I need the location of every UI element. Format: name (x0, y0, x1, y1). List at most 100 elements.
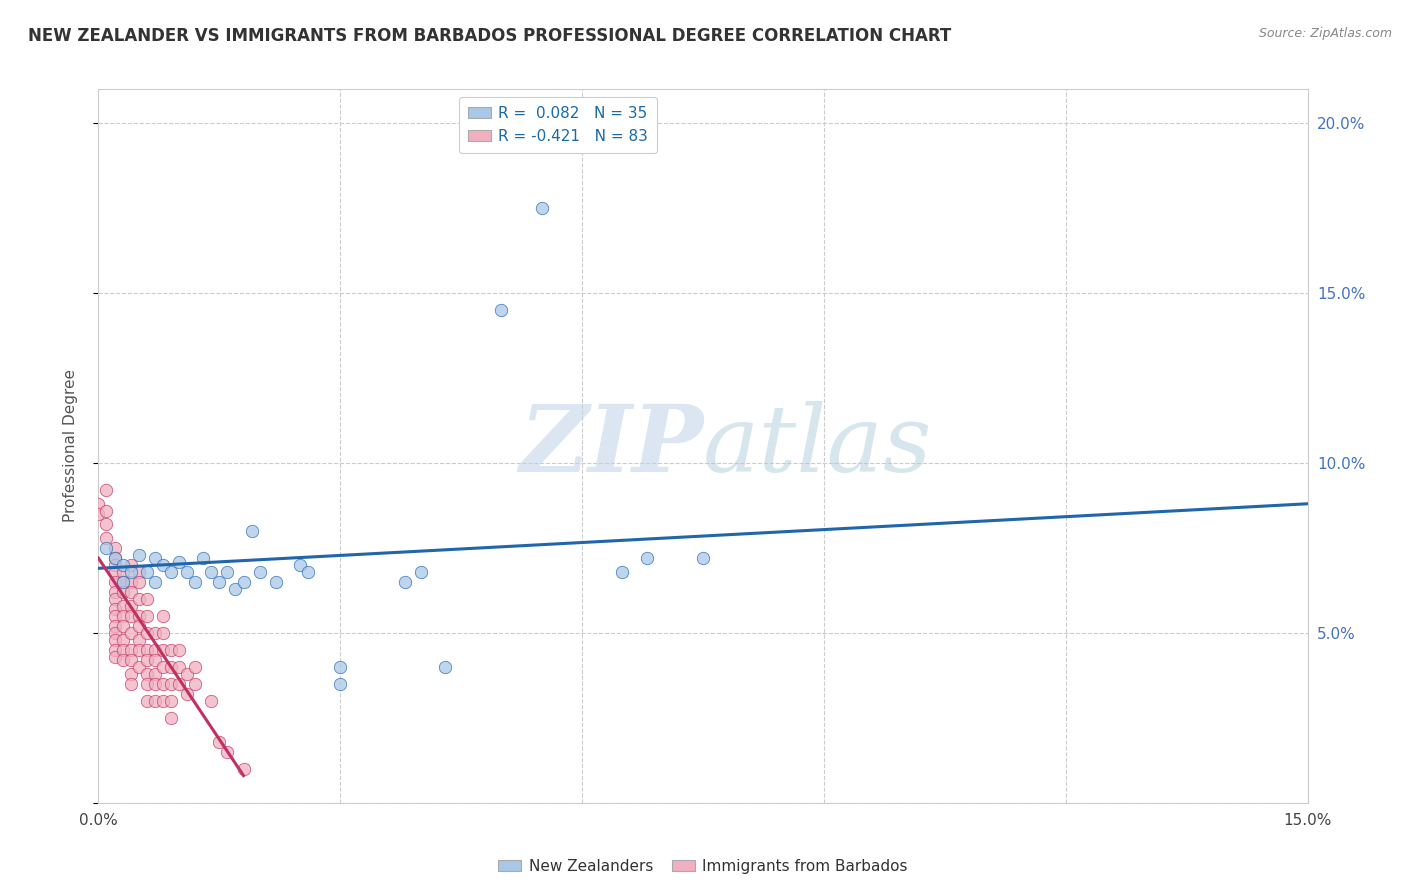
Point (612, 565, 634, 579)
Point (232, 574, 254, 589)
Point (184, 660, 207, 674)
Point (128, 565, 150, 579)
Point (103, 565, 125, 579)
Point (160, 565, 183, 579)
Point (152, 626, 174, 640)
Point (193, 551, 215, 566)
Point (176, 666, 198, 681)
Point (120, 666, 142, 681)
Point (329, 677, 352, 691)
Text: Source: ZipAtlas.com: Source: ZipAtlas.com (1258, 27, 1392, 40)
Point (160, 711, 183, 725)
Point (111, 643, 134, 657)
Point (96, 503, 118, 517)
Point (297, 565, 319, 579)
Point (103, 602, 125, 616)
Point (103, 608, 125, 623)
Point (160, 694, 183, 708)
Point (167, 660, 190, 674)
Point (111, 565, 134, 579)
Point (232, 762, 254, 776)
Point (96, 541, 118, 555)
Point (249, 565, 271, 579)
Point (217, 745, 239, 759)
Point (152, 694, 174, 708)
Point (120, 643, 142, 657)
Point (143, 694, 166, 708)
Point (167, 643, 190, 657)
Point (103, 551, 125, 566)
Point (128, 643, 150, 657)
Point (135, 653, 157, 667)
Point (152, 660, 174, 674)
Point (184, 677, 207, 691)
Point (143, 677, 166, 691)
Point (176, 565, 198, 579)
Point (128, 660, 150, 674)
Point (394, 574, 416, 589)
Point (200, 694, 222, 708)
Point (96, 531, 118, 545)
Point (103, 619, 125, 633)
Point (103, 585, 125, 599)
Point (143, 626, 166, 640)
Point (240, 524, 263, 538)
Point (103, 558, 125, 572)
Point (160, 643, 183, 657)
Legend: New Zealanders, Immigrants from Barbados: New Zealanders, Immigrants from Barbados (492, 853, 914, 880)
Point (135, 677, 157, 691)
Point (120, 677, 142, 691)
Point (128, 574, 150, 589)
Point (128, 619, 150, 633)
Point (111, 619, 134, 633)
Point (692, 551, 714, 566)
Point (143, 666, 166, 681)
Point (111, 574, 134, 589)
Point (96, 517, 118, 532)
Point (160, 677, 183, 691)
Point (111, 653, 134, 667)
Point (329, 660, 352, 674)
Point (128, 591, 150, 606)
Point (491, 303, 513, 318)
Point (217, 565, 239, 579)
Point (135, 608, 157, 623)
Point (135, 666, 157, 681)
Point (103, 649, 125, 664)
Point (167, 555, 190, 569)
Text: ZIP: ZIP (519, 401, 703, 491)
Point (135, 565, 157, 579)
Point (120, 653, 142, 667)
Point (103, 551, 125, 566)
Point (176, 687, 198, 701)
Point (103, 626, 125, 640)
Point (111, 558, 134, 572)
Text: NEW ZEALANDER VS IMMIGRANTS FROM BARBADOS PROFESSIONAL DEGREE CORRELATION CHART: NEW ZEALANDER VS IMMIGRANTS FROM BARBADO… (28, 27, 952, 45)
Point (128, 632, 150, 647)
Point (111, 608, 134, 623)
Point (434, 660, 457, 674)
Point (152, 643, 174, 657)
Legend: R =  0.082   N = 35, R = -0.421   N = 83: R = 0.082 N = 35, R = -0.421 N = 83 (458, 97, 657, 153)
Point (111, 585, 134, 599)
Point (143, 653, 166, 667)
Point (96, 483, 118, 498)
Point (184, 574, 207, 589)
Point (208, 734, 231, 748)
Point (530, 201, 553, 215)
Point (87, 507, 110, 521)
Point (208, 574, 231, 589)
Point (111, 574, 134, 589)
Point (120, 565, 142, 579)
Point (111, 599, 134, 613)
Point (87, 497, 110, 511)
Point (264, 574, 287, 589)
Point (103, 541, 125, 555)
Point (103, 574, 125, 589)
Point (143, 574, 166, 589)
Text: atlas: atlas (703, 401, 932, 491)
Point (111, 632, 134, 647)
Point (636, 551, 658, 566)
Y-axis label: Professional Degree: Professional Degree (63, 369, 77, 523)
Point (135, 626, 157, 640)
